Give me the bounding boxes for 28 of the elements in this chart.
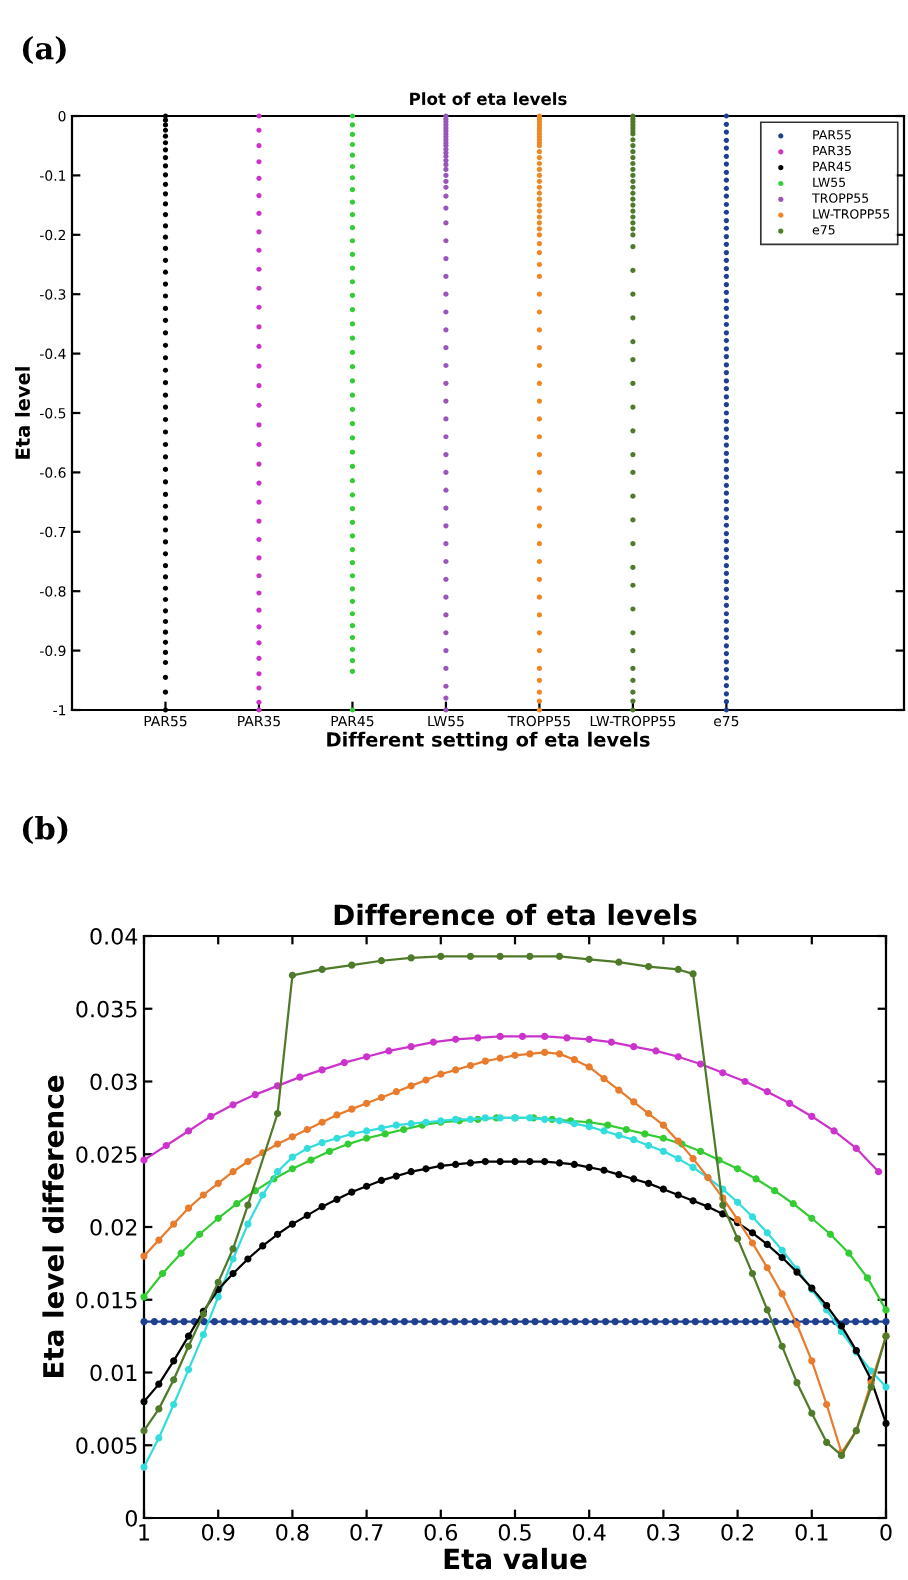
x-tick-label: 0.6: [424, 1523, 458, 1541]
text: (b): [22, 816, 68, 844]
y-tick-label: 0: [125, 1509, 137, 1527]
y-tick-label: 0.015: [76, 1291, 137, 1309]
x-tick-label: 0.4: [573, 1523, 606, 1541]
y-axis-title: Eta level: [14, 367, 31, 459]
text: (a): [22, 36, 66, 64]
x-tick-label: 0.8: [276, 1523, 309, 1541]
y-tick-label: 0.035: [76, 1000, 137, 1018]
x-tick-label: 0.3: [647, 1523, 680, 1541]
x-tick-label: 0.2: [721, 1523, 754, 1541]
chart-title: Plot of eta levels: [410, 92, 567, 106]
y-tick-label: 0.01: [90, 1364, 137, 1382]
y-tick-label: 0.04: [90, 927, 138, 945]
x-tick-label: 0: [880, 1523, 892, 1541]
x-tick-label: 0.5: [498, 1523, 531, 1541]
x-tick-label: 1: [139, 1524, 150, 1541]
x-tick-label: 0.7: [350, 1523, 383, 1541]
x-tick-label: 0.9: [202, 1523, 235, 1541]
x-axis-title: Eta value: [444, 1547, 587, 1570]
y-tick-label: 0.02: [90, 1218, 137, 1236]
y-tick-label: 0.025: [76, 1146, 137, 1164]
y-tick-label: 0.03: [90, 1073, 137, 1091]
x-axis-title: Different setting of eta levels: [327, 731, 650, 751]
chart-title: Difference of eta levels: [334, 903, 697, 926]
x-tick-label: 0.1: [795, 1523, 828, 1541]
y-tick-label: 0.005: [76, 1437, 137, 1455]
y-axis-title: Eta level difference: [42, 1075, 64, 1378]
